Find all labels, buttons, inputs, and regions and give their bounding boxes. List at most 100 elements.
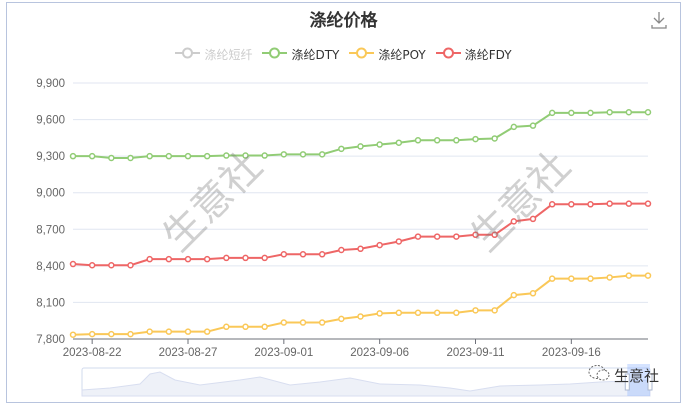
data-point <box>376 310 383 317</box>
data-point <box>414 309 422 317</box>
data-point <box>318 251 326 258</box>
data-point <box>299 251 307 258</box>
data-point <box>165 152 173 160</box>
download-icon[interactable] <box>650 10 668 30</box>
logo-text: 生意社 <box>614 366 660 385</box>
y-tick-label: 9,600 <box>36 115 65 127</box>
data-point <box>108 154 115 162</box>
data-point <box>568 201 575 208</box>
data-point <box>357 245 364 253</box>
datazoom-handle[interactable] <box>624 373 630 391</box>
data-point <box>376 241 383 249</box>
data-point <box>280 151 288 158</box>
y-tick-label: 8,700 <box>36 224 65 236</box>
data-point <box>165 255 173 263</box>
y-tick-label: 9,000 <box>36 188 65 200</box>
data-point <box>146 152 153 160</box>
data-point <box>242 254 249 262</box>
data-point <box>625 200 633 207</box>
data-point <box>261 323 268 331</box>
data-point <box>453 309 460 317</box>
data-point <box>625 272 633 279</box>
data-point <box>165 328 173 335</box>
data-point <box>644 109 652 116</box>
data-point <box>184 328 192 335</box>
legend-label: 涤纶POY <box>378 48 426 62</box>
data-point <box>242 152 249 159</box>
data-point <box>644 272 652 279</box>
datazoom-handle[interactable] <box>647 373 653 391</box>
data-point <box>88 152 96 160</box>
data-point <box>433 233 441 240</box>
data-point <box>184 152 192 160</box>
data-point <box>127 330 134 338</box>
data-point <box>606 274 613 281</box>
data-point <box>338 315 345 323</box>
data-point <box>280 319 288 326</box>
data-point <box>203 328 211 335</box>
chart-title: 涤纶价格 <box>309 11 378 31</box>
wechat-logo-icon <box>588 364 610 386</box>
data-point <box>587 275 594 282</box>
data-point <box>606 109 613 116</box>
x-tick-label: 2023-09-11 <box>447 347 505 359</box>
y-tick-label: 7,800 <box>36 334 65 346</box>
data-point <box>510 291 518 299</box>
data-point <box>69 260 77 268</box>
data-point <box>548 275 556 282</box>
data-point <box>318 151 326 158</box>
y-tick-label: 9,900 <box>36 78 65 90</box>
data-point <box>625 109 633 116</box>
data-point <box>491 135 498 142</box>
legend-line-circle-icon <box>435 47 461 62</box>
data-point <box>108 261 115 269</box>
series-涤纶POY <box>69 272 652 338</box>
legend: 涤纶短纤 涤纶DTY 涤纶POY 涤纶FDY <box>0 46 687 63</box>
datazoom-preview <box>81 371 651 397</box>
y-tick-label: 9,300 <box>36 151 65 163</box>
x-tick-label: 2023-08-22 <box>63 347 122 359</box>
data-point <box>453 137 460 144</box>
legend-item[interactable]: 涤纶POY <box>349 46 426 63</box>
data-point <box>472 231 479 239</box>
data-point <box>414 233 422 240</box>
data-point <box>510 218 518 225</box>
data-point <box>88 330 96 338</box>
legend-item[interactable]: 涤纶短纤 <box>175 46 252 63</box>
data-point <box>548 109 556 117</box>
data-point <box>644 200 652 207</box>
data-point <box>568 109 575 117</box>
data-point <box>433 137 441 144</box>
x-tick-label: 2023-08-27 <box>159 347 218 359</box>
data-point <box>299 151 307 158</box>
data-point <box>433 309 441 317</box>
data-point <box>376 141 383 148</box>
data-point <box>280 251 288 258</box>
datazoom-window[interactable] <box>627 364 650 396</box>
legend-line-circle-icon <box>175 47 201 62</box>
data-point <box>203 255 211 263</box>
data-point <box>338 246 345 254</box>
data-point <box>318 319 326 326</box>
data-point <box>242 323 249 331</box>
data-point <box>529 290 537 297</box>
y-tick-label: 8,400 <box>36 261 65 273</box>
series-涤纶FDY <box>69 200 652 269</box>
data-point <box>548 201 556 208</box>
data-point <box>127 261 134 269</box>
data-point <box>223 323 230 331</box>
x-tick-label: 2023-09-01 <box>254 347 313 359</box>
data-point <box>146 255 153 263</box>
data-point <box>261 152 268 159</box>
legend-item[interactable]: 涤纶DTY <box>262 46 339 63</box>
data-point <box>203 152 211 160</box>
site-logo: 生意社 <box>588 364 659 386</box>
data-point <box>357 143 364 150</box>
legend-item[interactable]: 涤纶FDY <box>435 46 512 63</box>
data-point <box>184 255 192 263</box>
data-point <box>472 307 479 314</box>
legend-line-circle-icon <box>349 47 375 62</box>
data-point <box>529 122 537 129</box>
series-涤纶DTY <box>69 109 652 162</box>
data-point <box>395 238 403 245</box>
